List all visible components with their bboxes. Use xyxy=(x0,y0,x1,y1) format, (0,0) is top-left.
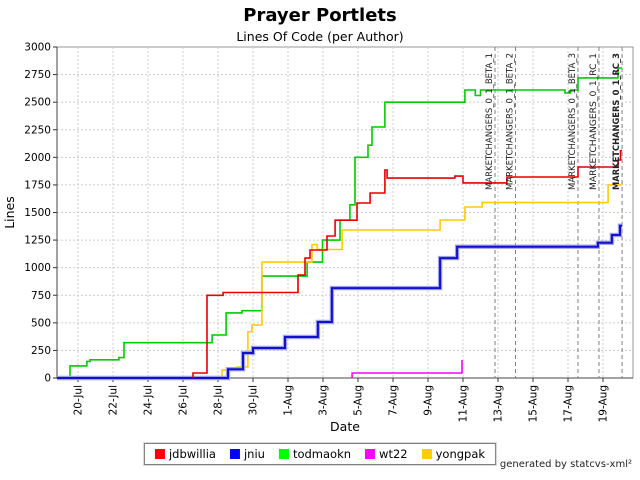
legend-item: todmaokn xyxy=(278,447,352,461)
release-marker-label: MARKETCHANGERS_0_1_BETA_1 xyxy=(485,53,495,190)
x-tick-label: 7-Aug xyxy=(388,385,400,416)
x-tick-label: 9-Aug xyxy=(423,385,435,416)
x-tick-label: 30-Jul xyxy=(248,385,260,415)
y-tick-label: 1750 xyxy=(24,179,51,191)
x-tick-label: 3-Aug xyxy=(318,385,330,416)
x-tick-label: 17-Aug xyxy=(563,385,575,422)
x-tick-label: 11-Aug xyxy=(458,385,470,422)
x-tick-label: 28-Jul xyxy=(213,385,225,415)
legend-swatch-icon xyxy=(154,449,165,459)
y-axis-title: Lines xyxy=(2,196,17,229)
x-tick-label: 13-Aug xyxy=(493,385,505,422)
legend-item: jdbwillia xyxy=(154,447,216,461)
y-tick-label: 500 xyxy=(31,317,51,329)
y-tick-label: 250 xyxy=(31,345,51,357)
x-tick-label: 20-Jul xyxy=(73,385,85,415)
series-line-wt22 xyxy=(351,360,463,378)
series-halo-jniu xyxy=(57,223,623,381)
chart-subtitle: Lines Of Code (per Author) xyxy=(236,29,404,44)
legend-label: jniu xyxy=(243,447,265,461)
y-tick-label: 1250 xyxy=(24,235,51,247)
legend-label: jdbwillia xyxy=(168,447,216,461)
x-tick-label: 26-Jul xyxy=(178,385,190,415)
y-tick-label: 0 xyxy=(44,373,51,385)
legend: jdbwillia jniu todmaokn wt22 yongpak xyxy=(142,442,498,466)
y-tick-label: 2500 xyxy=(24,97,51,109)
legend-label: yongpak xyxy=(435,447,486,461)
release-marker-label: MARKETCHANGERS_0_1_RC_3 xyxy=(612,53,622,190)
x-tick-label: 19-Aug xyxy=(598,385,610,422)
x-tick-label: 1-Aug xyxy=(283,385,295,416)
release-marker-label: MARKETCHANGERS_0_1_BETA_3 xyxy=(568,53,578,190)
x-tick-label: 5-Aug xyxy=(353,385,365,416)
legend-swatch-icon xyxy=(421,449,432,459)
legend-swatch-icon xyxy=(278,449,289,459)
release-marker-label: MARKETCHANGERS_0_1_RC_1 xyxy=(589,53,599,190)
series-line-jniu xyxy=(57,224,623,379)
x-axis-title: Date xyxy=(330,419,360,434)
legend-label: wt22 xyxy=(379,447,408,461)
legend-swatch-icon xyxy=(365,449,376,459)
legend-label: todmaokn xyxy=(292,447,352,461)
x-tick-label: 22-Jul xyxy=(108,385,120,415)
y-tick-label: 2250 xyxy=(24,124,51,136)
release-marker-label: MARKETCHANGERS_0_1_BETA_2 xyxy=(506,53,516,190)
x-tick-label: 24-Jul xyxy=(143,385,155,415)
y-tick-label: 1000 xyxy=(24,262,51,274)
series-line-yongpak xyxy=(221,184,623,378)
legend-swatch-icon xyxy=(229,449,240,459)
y-tick-label: 2000 xyxy=(24,152,51,164)
y-tick-label: 1500 xyxy=(24,207,51,219)
generator-credit: generated by statcvs-xml² xyxy=(499,459,632,470)
y-tick-label: 2750 xyxy=(24,69,51,81)
series-line-todmaokn xyxy=(69,67,623,378)
legend-item: jniu xyxy=(229,447,265,461)
x-tick-label: 15-Aug xyxy=(528,385,540,422)
y-tick-label: 750 xyxy=(31,290,51,302)
legend-item: wt22 xyxy=(365,447,408,461)
legend-item: yongpak xyxy=(421,447,486,461)
chart-title: Prayer Portlets xyxy=(243,5,397,26)
series-line-jdbwillia xyxy=(192,149,623,378)
y-tick-label: 3000 xyxy=(24,42,51,54)
